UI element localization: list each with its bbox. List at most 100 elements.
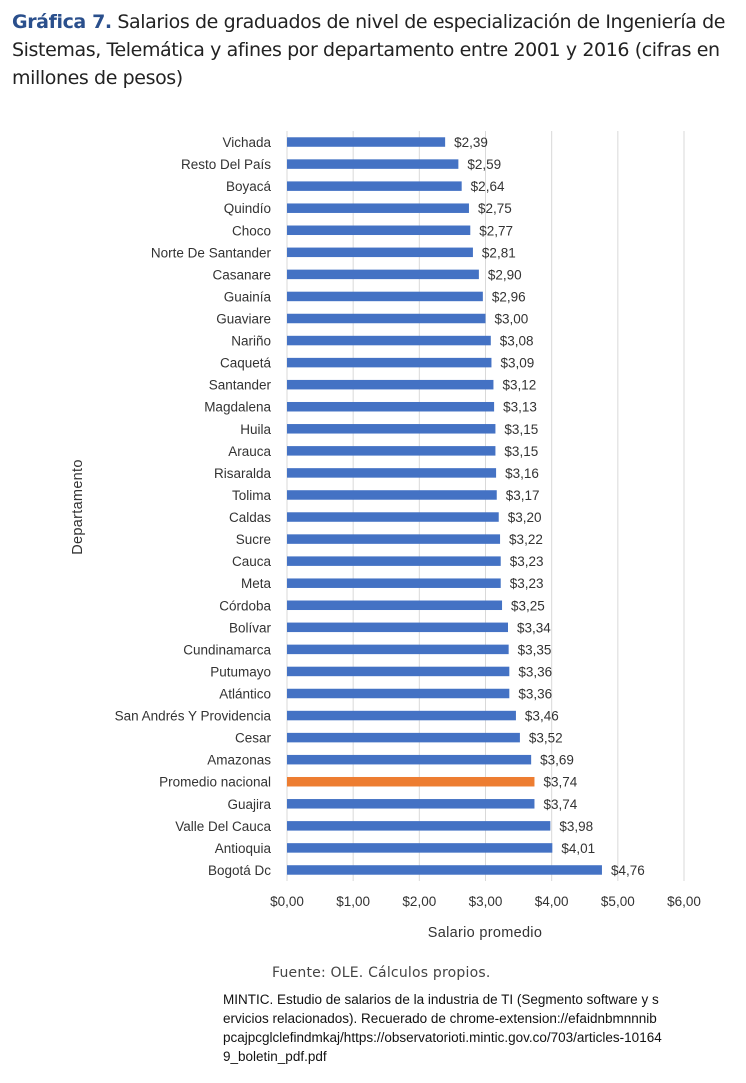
category-label: Guajira [227,797,271,812]
category-label: Putumayo [210,664,271,679]
data-label: $3,23 [510,576,544,591]
category-label: Promedio nacional [159,775,271,790]
data-label: $3,13 [503,400,537,415]
data-label: $3,34 [517,620,551,635]
bar [287,578,501,588]
category-label: Meta [241,576,272,591]
data-label: $3,25 [511,598,545,613]
category-label: Boyacá [226,179,272,194]
bar [287,137,446,147]
bar [287,313,486,324]
data-label: $3,17 [506,488,540,503]
data-label: $3,98 [559,819,593,834]
data-label: $2,90 [488,267,522,282]
category-label: Sucre [236,532,271,547]
data-label: $3,36 [518,664,552,679]
bar [287,181,462,191]
data-label: $3,12 [502,378,536,393]
category-label: Norte De Santander [151,245,272,260]
bar [287,710,516,721]
bar [287,247,473,258]
data-label: $3,08 [500,334,534,349]
data-label: $2,75 [478,201,512,216]
bar [287,446,496,456]
data-label: $3,15 [504,444,538,459]
category-label: Valle Del Cauca [175,819,271,834]
gridlines [286,131,685,881]
bar [287,468,497,478]
category-label: Huila [240,422,271,437]
bar [287,203,469,213]
data-label: $3,15 [504,422,538,437]
data-label: $3,20 [508,510,542,525]
bar [287,512,499,522]
bar [287,225,471,236]
data-label: $3,16 [505,466,539,481]
bar [287,821,551,831]
bar [287,666,510,677]
bar [287,644,509,655]
y-axis-title: Departamento [70,459,86,555]
data-label: $3,23 [510,554,544,569]
bar [287,357,492,368]
bar [287,159,459,169]
category-label: Bogotá Dc [208,863,271,878]
category-label: Resto Del País [181,157,271,172]
bar [287,843,553,853]
bar [287,379,494,390]
bar [287,556,501,566]
x-tick-label: $4,00 [535,894,569,909]
data-label: $3,52 [529,731,563,746]
bar [287,534,501,544]
data-label: $2,81 [482,245,516,260]
category-label: Casanare [212,267,271,282]
category-label: Santander [209,378,272,393]
category-label: Guaviare [216,312,271,327]
category-label: Cundinamarca [183,642,271,657]
data-label: $4,01 [561,841,595,856]
bar [287,732,520,743]
category-label: San Andrés Y Providencia [115,709,272,724]
x-tick-label: $2,00 [402,894,436,909]
data-label: $3,35 [518,642,552,657]
category-label: Cesar [235,731,272,746]
figure-title-text: Salarios de graduados de nivel de especi… [12,11,726,89]
data-label: $4,76 [611,863,645,878]
x-tick-label: $0,00 [270,894,304,909]
category-label: Vichada [222,135,271,150]
category-label: Nariño [231,334,271,349]
bar [287,490,497,500]
category-label: Guainía [224,289,272,304]
bar [287,688,510,699]
data-label: $2,96 [492,289,526,304]
category-label: Caldas [229,510,271,525]
bar [287,424,496,434]
x-tick-label: $1,00 [336,894,370,909]
category-label: Córdoba [219,598,271,613]
bar [287,291,483,302]
bar [287,600,503,611]
x-tick-label: $6,00 [667,894,701,909]
category-label: Tolima [232,488,272,503]
category-label: Caquetá [220,356,272,371]
bar [287,622,508,633]
data-label: $2,64 [471,179,505,194]
bar [287,269,479,280]
data-label: $3,22 [509,532,543,547]
category-label: Cauca [232,554,272,569]
figure-label: Gráfica 7. [12,11,112,33]
data-label: $2,39 [454,135,488,150]
x-axis-title: Salario promedio [428,925,542,941]
data-label: $2,77 [479,223,513,238]
data-label: $3,36 [518,687,552,702]
data-label: $2,59 [467,157,501,172]
category-label: Bolívar [229,620,272,635]
x-axis-ticks: $0,00 $1,00 $2,00 $3,00 $4,00 $5,00 $6,00 [270,894,701,909]
category-label: Antioquia [215,841,272,856]
chart-title: Gráfica 7. Salarios de graduados de nive… [12,8,734,92]
bar [287,335,491,346]
bar [287,799,535,809]
bar [287,776,535,787]
source-note: Fuente: OLE. Cálculos propios. [272,965,491,981]
data-label: $3,09 [500,356,534,371]
